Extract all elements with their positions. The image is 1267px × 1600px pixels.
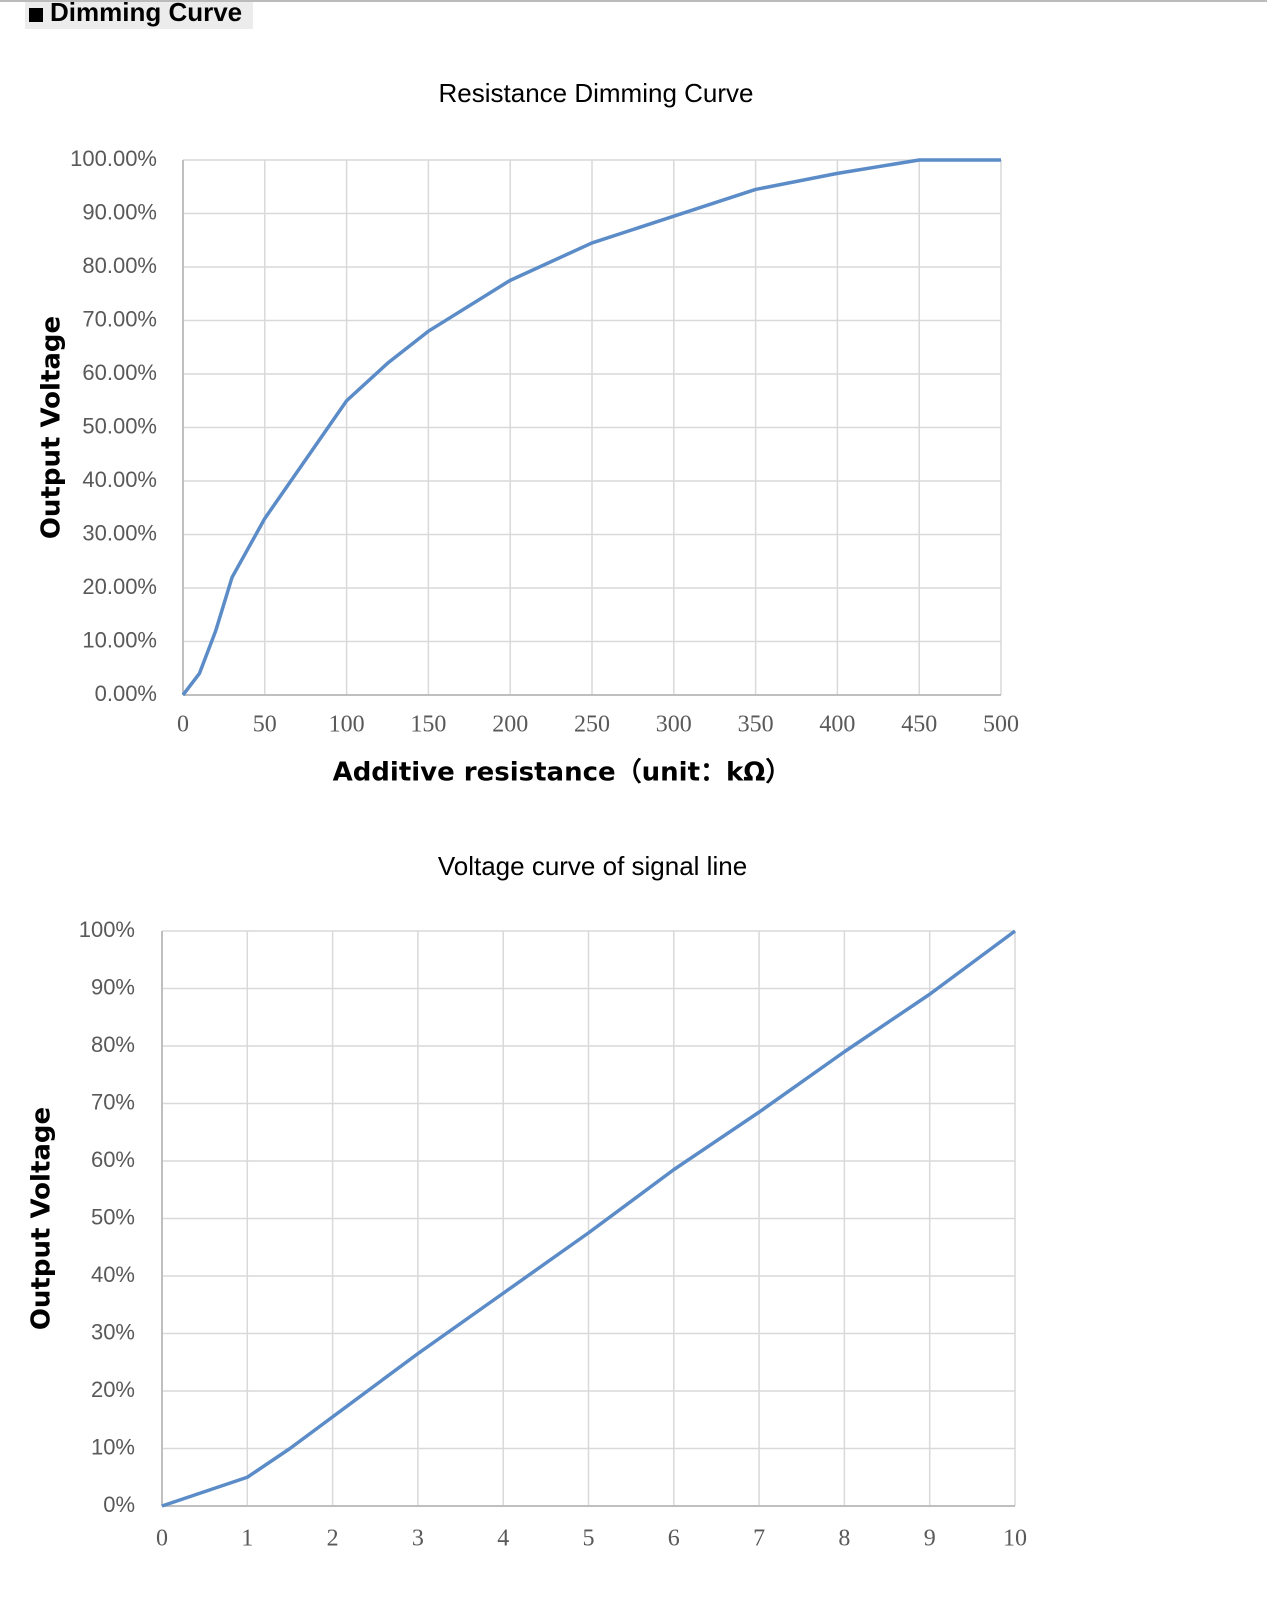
x-tick-label: 8 xyxy=(838,1526,850,1552)
y-tick-label: 70.00% xyxy=(82,306,157,331)
header-band xyxy=(25,2,253,29)
y-tick-label: 100.00% xyxy=(70,146,157,171)
x-tick-label: 5 xyxy=(583,1526,595,1552)
x-tick-label: 250 xyxy=(574,712,610,738)
y-tick-label: 20.00% xyxy=(82,574,157,599)
x-tick-label: 3 xyxy=(412,1526,424,1552)
x-tick-label: 0 xyxy=(156,1526,168,1552)
bullet xyxy=(29,8,43,22)
y-tick-label: 80.00% xyxy=(82,253,157,278)
x-tick-label: 50 xyxy=(253,712,277,738)
y-axis-label: Output Voltage xyxy=(37,316,67,539)
y-tick-label: 60% xyxy=(91,1147,135,1172)
y-tick-label: 0% xyxy=(103,1492,135,1517)
x-tick-label: 1 xyxy=(241,1526,253,1552)
y-tick-label: 80% xyxy=(91,1032,135,1057)
y-tick-label: 40% xyxy=(91,1262,135,1287)
x-tick-label: 150 xyxy=(410,712,446,738)
x-tick-label: 300 xyxy=(656,712,692,738)
section-title: Dimming Curve xyxy=(50,0,242,27)
y-tick-label: 10.00% xyxy=(82,627,157,652)
y-axis-label: Output Voltage xyxy=(27,1107,57,1330)
y-tick-label: 0.00% xyxy=(95,681,157,706)
y-tick-label: 60.00% xyxy=(82,360,157,385)
y-tick-label: 100% xyxy=(79,917,135,942)
y-tick-label: 40.00% xyxy=(82,467,157,492)
data-line xyxy=(181,158,1001,697)
y-tick-label: 70% xyxy=(91,1089,135,1114)
y-tick-label: 20% xyxy=(91,1377,135,1402)
x-tick-label: 4 xyxy=(497,1526,509,1552)
data-line xyxy=(161,929,1017,1508)
y-tick-label: 90.00% xyxy=(82,199,157,224)
x-tick-label: 10 xyxy=(1003,1526,1027,1552)
x-tick-label: 0 xyxy=(177,712,189,738)
x-tick-label: 450 xyxy=(901,712,937,738)
x-tick-label: 500 xyxy=(983,712,1019,738)
y-tick-label: 50.00% xyxy=(82,413,157,438)
x-axis-label: Additive resistance（unit：kΩ） xyxy=(333,758,792,788)
x-tick-label: 2 xyxy=(327,1526,339,1552)
x-tick-label: 7 xyxy=(753,1526,765,1552)
x-tick-label: 100 xyxy=(329,712,365,738)
x-tick-label: 350 xyxy=(738,712,774,738)
y-tick-label: 50% xyxy=(91,1204,135,1229)
chart-title: Resistance Dimming Curve xyxy=(439,78,754,108)
x-tick-label: 200 xyxy=(492,712,528,738)
y-tick-label: 90% xyxy=(91,974,135,999)
chart-title: Voltage curve of signal line xyxy=(438,851,747,881)
y-tick-label: 10% xyxy=(91,1434,135,1459)
y-tick-label: 30% xyxy=(91,1319,135,1344)
x-tick-label: 6 xyxy=(668,1526,680,1552)
x-tick-label: 9 xyxy=(924,1526,936,1552)
x-tick-label: 400 xyxy=(819,712,855,738)
y-tick-label: 30.00% xyxy=(82,520,157,545)
